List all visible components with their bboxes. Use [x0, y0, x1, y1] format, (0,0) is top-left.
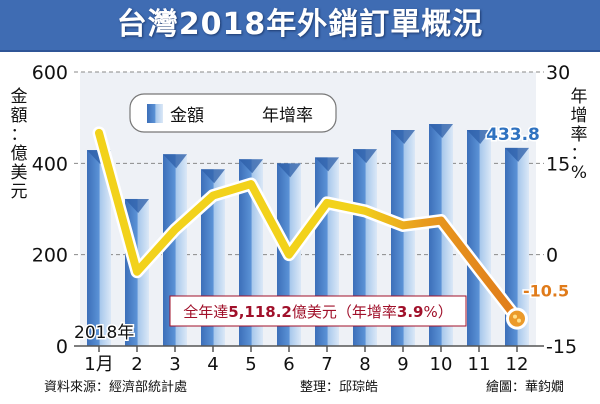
svg-text:金額: 金額: [170, 106, 204, 126]
source-note: 資料來源：經濟部統計處: [44, 380, 188, 395]
year-label: 2018年: [74, 323, 134, 343]
x-tick-label: 1月: [84, 354, 113, 375]
svg-text:年增率: 年增率: [262, 106, 313, 126]
x-tick-label: 3: [169, 354, 180, 375]
chart-title: 台灣2018年外銷訂單概況: [116, 7, 484, 42]
x-tick-label: 6: [283, 354, 294, 375]
last-rate-label: -10.5: [523, 282, 569, 301]
x-tick-label: 8: [359, 354, 370, 375]
left-tick-label: 600: [32, 62, 68, 84]
summary-box: 全年達5,118.2億美元（年增率3.9%）: [169, 295, 467, 327]
legend-bar-icon: [147, 104, 163, 123]
left-tick-label: 0: [56, 336, 68, 358]
x-tick-label: 12: [506, 354, 529, 375]
svg-text:全年達5,118.2億美元（年增率3.9%）: 全年達5,118.2億美元（年增率3.9%）: [183, 303, 452, 321]
bar-11: [467, 129, 491, 346]
right-tick-label: 0: [546, 245, 558, 267]
x-tick-label: 7: [321, 354, 332, 375]
x-tick-label: 2: [131, 354, 142, 375]
left-tick-label: 200: [32, 245, 68, 267]
editor-note: 整理：邱琮皓: [300, 380, 379, 395]
last-point-marker: [509, 310, 525, 327]
artist-note: 繪圖：華鈞嫺: [486, 380, 565, 395]
left-axis-title: 金額：億美元: [10, 87, 28, 202]
right-tick-label: -15: [546, 336, 577, 358]
growth-rate-line: [95, 128, 521, 323]
legend: 金額 年增率: [129, 93, 337, 133]
right-axis-title: 年增率：%: [570, 87, 588, 183]
left-tick-label: 400: [32, 153, 68, 175]
title-bar: [0, 0, 600, 52]
x-tick-label: 5: [245, 354, 256, 375]
x-tick-label: 4: [207, 354, 218, 375]
right-tick-label: 15: [546, 153, 570, 175]
x-tick-label: 11: [468, 354, 491, 375]
x-tick-label: 9: [397, 354, 408, 375]
right-tick-label: 30: [546, 62, 570, 84]
last-amount-label: 433.8: [486, 125, 540, 145]
x-tick-label: 10: [430, 354, 453, 375]
